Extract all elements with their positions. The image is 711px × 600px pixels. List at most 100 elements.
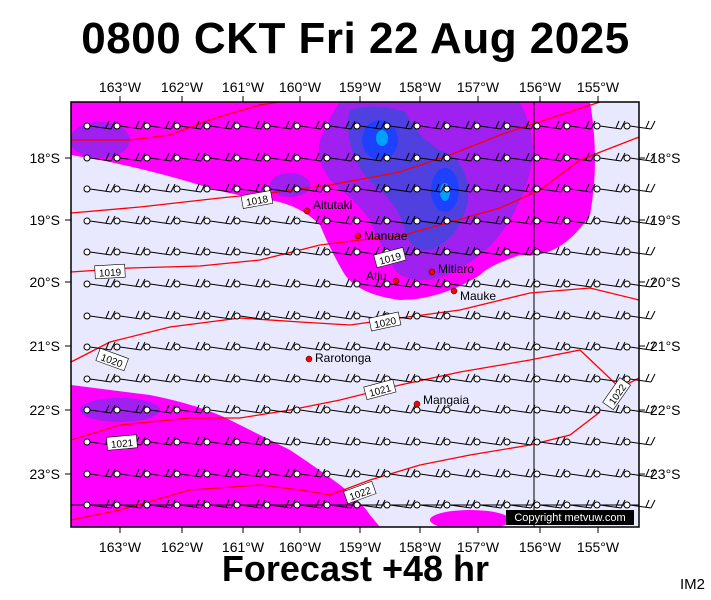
wind-barb xyxy=(143,246,176,256)
wind-barb xyxy=(293,341,326,351)
place-label-mauke: Mauke xyxy=(460,289,496,303)
lat-label: 18°S xyxy=(650,150,681,166)
lat-label: 21°S xyxy=(650,338,681,354)
isobar-label: 1019 xyxy=(99,267,122,279)
wind-barb xyxy=(503,404,536,414)
wind-barb xyxy=(503,373,536,383)
wind-barb xyxy=(623,183,656,193)
wind-barb xyxy=(263,278,296,288)
wind-barb xyxy=(83,183,116,193)
lon-label: 155°W xyxy=(577,79,620,95)
wind-barb xyxy=(593,436,626,446)
wind-barb xyxy=(443,246,476,256)
wind-barb xyxy=(263,499,296,509)
lon-label: 159°W xyxy=(339,539,382,555)
wind-barb xyxy=(473,468,506,478)
lon-labels-top: 163°W 162°W 161°W 160°W 159°W 158°W 157°W 156°W… xyxy=(99,79,620,95)
wind-barb xyxy=(143,152,176,162)
place-marker-rarotonga xyxy=(305,355,313,363)
wind-barb xyxy=(413,341,446,351)
wind-barb xyxy=(443,404,476,414)
wind-barb xyxy=(233,341,266,351)
wind-barb xyxy=(173,404,206,414)
wind-barb xyxy=(383,468,416,478)
wind-barb xyxy=(353,246,386,256)
wind-barb xyxy=(203,278,236,288)
wind-barb xyxy=(443,152,476,162)
lat-labels-left: 18°S 19°S 20°S 21°S 22°S 23°S xyxy=(29,150,60,482)
lat-label: 22°S xyxy=(650,402,681,418)
place-label-manuae: Manuae xyxy=(364,229,408,243)
wind-barb xyxy=(563,246,596,256)
lon-label: 157°W xyxy=(457,79,500,95)
wind-barb xyxy=(473,436,506,446)
wind-barb xyxy=(383,436,416,446)
wind-barb xyxy=(233,436,266,446)
wind-barb xyxy=(263,120,296,130)
wind-barb xyxy=(323,120,356,130)
wind-barb xyxy=(293,436,326,446)
wind-barb xyxy=(203,120,236,130)
wind-barb xyxy=(173,152,206,162)
places: Aitutaki Manuae Mitiaro Atiu Mauke Rarot… xyxy=(303,198,496,408)
wind-barb xyxy=(83,341,116,351)
wind-barb xyxy=(473,120,506,130)
lon-label: 162°W xyxy=(161,539,204,555)
wind-barb xyxy=(413,373,446,383)
wind-barb xyxy=(473,499,506,509)
wind-barb xyxy=(83,278,116,288)
wind-barb xyxy=(173,278,206,288)
wind-barb xyxy=(353,373,386,383)
lon-labels-bottom: 163°W 162°W 161°W 160°W 159°W 158°W 157°W 156°W… xyxy=(99,539,620,555)
wind-barb xyxy=(533,152,566,162)
wind-barb xyxy=(233,215,266,225)
place-label-aitutaki: Aitutaki xyxy=(313,198,352,212)
wind-barb xyxy=(593,152,626,162)
wind-barb xyxy=(323,341,356,351)
wind-barb xyxy=(143,120,176,130)
wind-barbs xyxy=(83,120,656,509)
lat-label: 22°S xyxy=(29,402,60,418)
wind-barb xyxy=(113,499,146,509)
wind-barb xyxy=(533,120,566,130)
wind-barb xyxy=(443,310,476,320)
wind-barb xyxy=(233,278,266,288)
wind-barb xyxy=(83,404,116,414)
wind-barb xyxy=(533,183,566,193)
wind-barb xyxy=(563,310,596,320)
wind-barb xyxy=(293,310,326,320)
wind-barb xyxy=(233,404,266,414)
wind-barb xyxy=(503,341,536,351)
wind-barb xyxy=(503,436,536,446)
place-label-rarotonga: Rarotonga xyxy=(315,351,371,365)
wind-barb xyxy=(563,468,596,478)
wind-barb xyxy=(293,373,326,383)
wind-barb xyxy=(473,404,506,414)
wind-barb xyxy=(83,468,116,478)
place-marker-mauke xyxy=(450,287,458,295)
wind-barb xyxy=(143,183,176,193)
wind-barb xyxy=(563,341,596,351)
wind-barb xyxy=(203,152,236,162)
wind-barb xyxy=(323,404,356,414)
wind-barb xyxy=(233,310,266,320)
lon-label: 160°W xyxy=(279,539,322,555)
wind-barb xyxy=(323,183,356,193)
wind-barb xyxy=(173,246,206,256)
lon-label: 159°W xyxy=(339,79,382,95)
wind-barb xyxy=(383,341,416,351)
wind-barb xyxy=(503,499,536,509)
wind-barb xyxy=(563,120,596,130)
wind-barb xyxy=(533,310,566,320)
lat-label: 19°S xyxy=(29,212,60,228)
wind-barb xyxy=(143,278,176,288)
wind-barb xyxy=(263,183,296,193)
wind-barb xyxy=(83,310,116,320)
place-marker-mitiaro xyxy=(428,268,436,276)
wind-barb xyxy=(353,341,386,351)
wind-barb xyxy=(263,215,296,225)
wind-barb xyxy=(533,215,566,225)
lon-label: 163°W xyxy=(99,79,142,95)
wind-barb xyxy=(323,152,356,162)
lon-label: 155°W xyxy=(577,539,620,555)
